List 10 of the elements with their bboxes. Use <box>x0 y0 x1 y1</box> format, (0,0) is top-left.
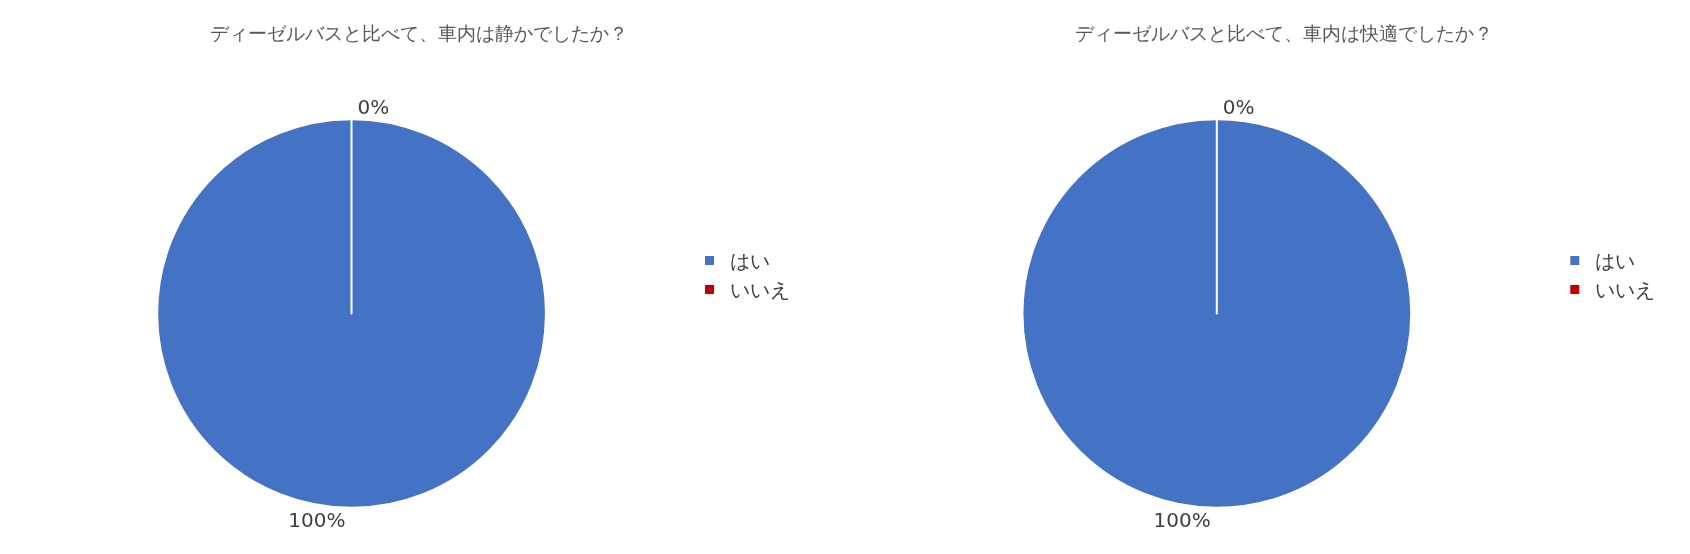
data-label: 100% <box>288 507 346 532</box>
legend-label: いいえ <box>729 278 790 303</box>
legend-label: はい <box>1594 249 1635 274</box>
text: 0% <box>1222 95 1255 120</box>
data-label: 100% <box>1153 507 1211 532</box>
legend-label: いいえ <box>1594 278 1655 303</box>
chart-title: ディーゼルバスと比べて、車内は静かでしたか？ <box>210 22 628 44</box>
chart-title: ディーゼルバスと比べて、車内は快適でしたか？ <box>1075 22 1493 44</box>
legend-label: はい <box>729 249 770 274</box>
text: 0% <box>357 95 390 120</box>
